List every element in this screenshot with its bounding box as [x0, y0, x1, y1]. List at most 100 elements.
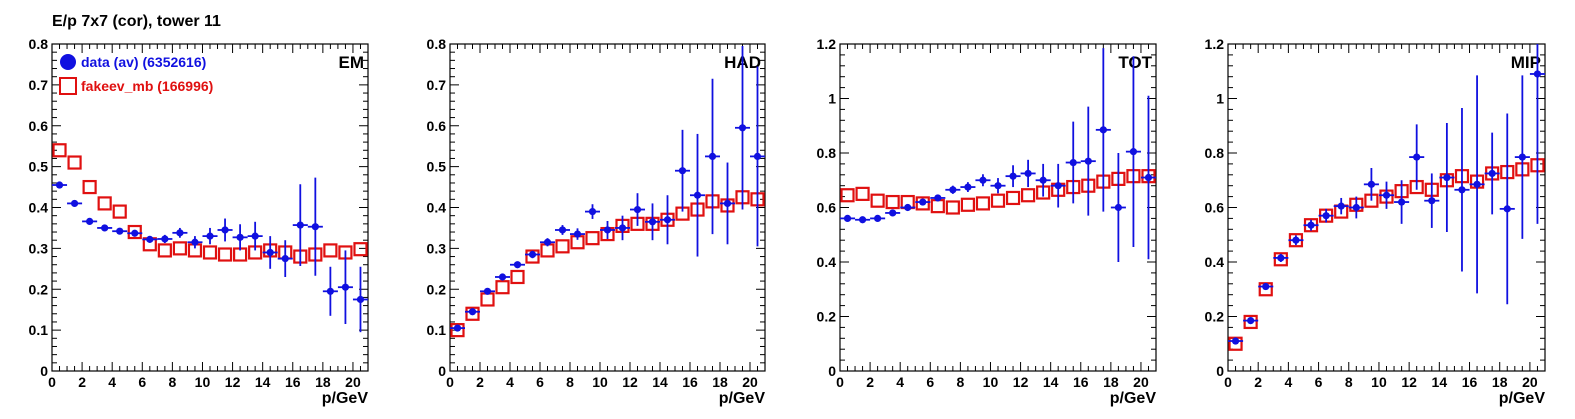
data-layer: [450, 46, 765, 338]
data-point: [161, 235, 169, 243]
data-point: [633, 205, 642, 214]
data-point: [1322, 212, 1330, 220]
data-point: [1382, 191, 1391, 199]
data-point: [221, 226, 229, 234]
x-tick-label: 8: [1345, 374, 1353, 390]
data-point: [206, 232, 214, 240]
data-point: [1039, 176, 1047, 184]
data-point: [1443, 173, 1451, 182]
data-point: [1337, 202, 1345, 210]
data-point: [131, 229, 139, 237]
data-point: [979, 176, 987, 184]
y-tick-label: 0.4: [29, 200, 49, 216]
data-point: [1503, 205, 1511, 213]
data-point: [949, 186, 957, 194]
y-tick-label: 0.6: [29, 118, 49, 134]
panel-tot: 0 2 4 6 8 10 12 14 16 18 20 0 0.2 0.4 0.6 0.8 1 1.2 p/GeV T…: [817, 36, 1157, 407]
data-layer: [1228, 44, 1545, 351]
x-tick-label: 6: [1315, 374, 1323, 390]
data-point: [1054, 182, 1062, 190]
x-tick-label: 0: [446, 374, 454, 390]
sim-point: [1005, 190, 1021, 206]
legend-label: fakeev_mb (166996): [81, 78, 213, 94]
y-tick-label: 0.8: [817, 145, 837, 161]
y-tick-label: 0.2: [1205, 309, 1225, 325]
x-tick-label: 18: [1492, 374, 1508, 390]
data-point: [146, 235, 154, 243]
x-tick-label: 4: [896, 374, 904, 390]
data-point: [116, 227, 124, 235]
y-tick-label: 0.6: [817, 200, 837, 216]
x-tick-label: 2: [1254, 374, 1262, 390]
y-tick-label: 0.8: [1205, 145, 1225, 161]
data-point: [693, 191, 702, 199]
y-tick-label: 0: [438, 363, 446, 379]
y-tick-label: 0.2: [29, 281, 49, 297]
x-axis-label: p/GeV: [719, 390, 766, 407]
data-point: [964, 183, 972, 191]
data-point: [281, 254, 289, 263]
data-point: [558, 226, 567, 234]
sim-point: [112, 204, 127, 219]
data-point: [1518, 153, 1526, 161]
data-point: [1367, 180, 1376, 188]
y-tick-label: 1.2: [817, 36, 837, 52]
data-point: [708, 152, 717, 161]
sim-point: [525, 249, 540, 264]
data-point: [468, 308, 477, 316]
y-tick-label: 1: [828, 91, 836, 107]
panel-title: TOT: [1118, 53, 1152, 72]
data-point: [1024, 169, 1032, 178]
data-point: [1533, 70, 1542, 78]
data-point: [588, 207, 597, 216]
legend-marker-data: [60, 54, 76, 70]
data-point: [296, 221, 304, 229]
x-tick-label: 10: [983, 374, 999, 390]
data-layer: [840, 48, 1156, 262]
y-tick-label: 0.6: [427, 118, 447, 134]
sim-point: [915, 196, 930, 211]
y-tick-label: 0.4: [817, 254, 837, 270]
sim-point: [450, 323, 465, 338]
data-point: [1084, 157, 1092, 165]
sim-point: [840, 188, 855, 203]
data-point: [919, 198, 927, 206]
sim-point: [323, 243, 338, 258]
x-tick-label: 20: [1522, 374, 1538, 390]
data-point: [341, 283, 350, 291]
data-point: [663, 216, 672, 224]
data-point: [1277, 254, 1285, 262]
data-point: [1292, 236, 1300, 244]
data-point: [603, 226, 612, 234]
data-point: [1129, 148, 1138, 156]
x-tick-label: 4: [1284, 374, 1292, 390]
data-point: [191, 238, 199, 246]
x-tick-label: 8: [956, 374, 964, 390]
panel-em: 0 2 4 6 8 10 12 14 16 18 20 0 0.1 0.2 0.3 0.4 0.5 0.6 0.7 0…: [29, 36, 369, 407]
data-point: [1231, 337, 1240, 345]
sim-point: [217, 247, 233, 262]
sim-point: [855, 186, 870, 201]
y-tick-label: 0: [828, 363, 836, 379]
data-point: [513, 261, 522, 269]
data-point: [678, 167, 687, 175]
y-tick-label: 0.5: [427, 159, 447, 175]
panel-title: EM: [339, 53, 365, 72]
y-tick-label: 0: [40, 363, 48, 379]
x-tick-label: 16: [285, 374, 301, 390]
data-point: [858, 216, 867, 224]
x-tick-label: 12: [622, 374, 638, 390]
sim-point: [930, 199, 945, 214]
sim-point: [990, 193, 1006, 208]
data-point: [326, 287, 334, 295]
y-tick-label: 0.7: [29, 77, 49, 93]
x-tick-label: 2: [866, 374, 874, 390]
x-tick-label: 18: [712, 374, 728, 390]
sim-point: [465, 306, 480, 321]
y-tick-label: 0.8: [29, 36, 49, 52]
panel-title: MIP: [1511, 53, 1541, 72]
x-tick-label: 2: [476, 374, 484, 390]
data-point: [86, 217, 94, 225]
data-point: [618, 224, 627, 232]
data-point: [889, 209, 897, 217]
